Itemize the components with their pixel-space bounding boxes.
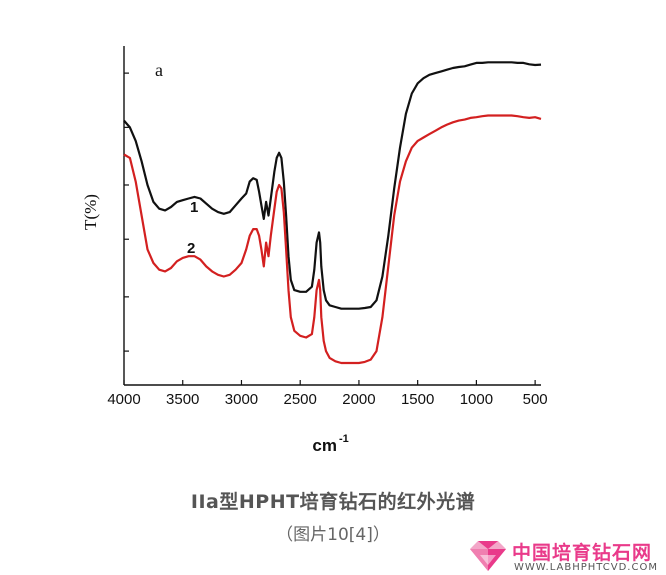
site-logo[interactable]: 中国培育钻石网 WWW.LABHPHTCVD.COM bbox=[466, 536, 666, 575]
panel-label: a bbox=[155, 60, 163, 80]
x-axis-label: cm bbox=[312, 436, 337, 455]
logo-url: WWW.LABHPHTCVD.COM bbox=[514, 562, 658, 573]
caption-subtitle: （图片10[4]） bbox=[276, 525, 390, 545]
diamond-icon bbox=[470, 541, 506, 571]
x-axis-label-superscript: -1 bbox=[339, 433, 349, 445]
series-line-2 bbox=[123, 114, 542, 365]
y-axis-label: T(%) bbox=[81, 194, 100, 230]
ir-spectrum-chart: 4000 3500 3000 2500 2000 1500 1000 500 a T(%) c… bbox=[81, 46, 548, 455]
series-line-1 bbox=[123, 61, 542, 310]
series-label-2: 2 bbox=[187, 240, 195, 257]
x-tick-label: 4000 bbox=[107, 391, 140, 408]
series bbox=[123, 61, 542, 365]
x-tick-label: 2000 bbox=[342, 391, 375, 408]
logo-name: 中国培育钻石网 bbox=[512, 542, 653, 564]
series-label-1: 1 bbox=[190, 199, 198, 216]
x-tick-label: 3500 bbox=[166, 391, 199, 408]
x-tick-label: 500 bbox=[523, 391, 548, 408]
x-tick-label: 3000 bbox=[225, 391, 258, 408]
caption-title: IIa型HPHT培育钻石的红外光谱 bbox=[190, 491, 476, 513]
x-tick-label: 1000 bbox=[460, 391, 493, 408]
x-tick-label: 2500 bbox=[284, 391, 317, 408]
ticks: 4000 3500 3000 2500 2000 1500 1000 500 bbox=[107, 72, 548, 408]
axes bbox=[123, 46, 541, 386]
x-tick-label: 1500 bbox=[401, 391, 434, 408]
